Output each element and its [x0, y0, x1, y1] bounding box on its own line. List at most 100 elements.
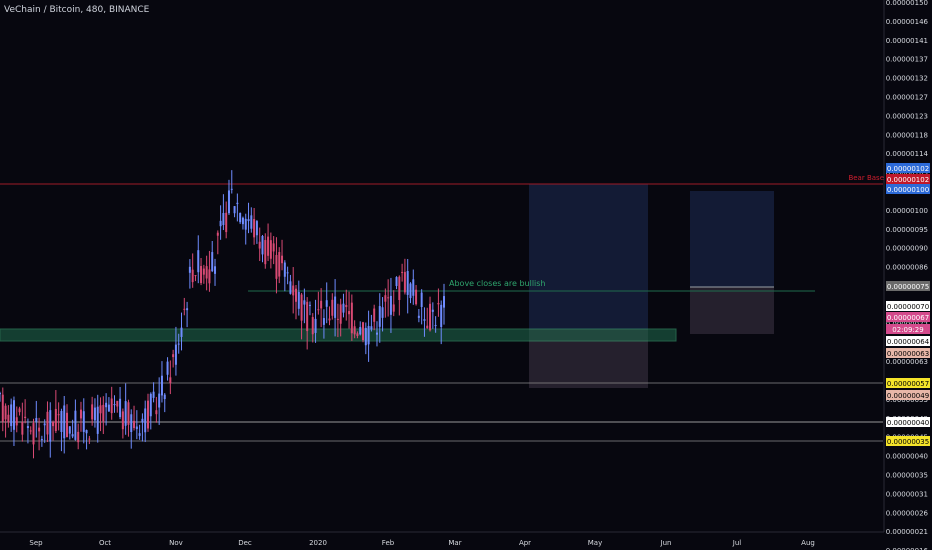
price-label-bg — [886, 174, 930, 184]
price-label: 0.00000102 — [887, 176, 929, 184]
y-tick-label: 0.00000086 — [886, 264, 929, 272]
candle-body — [43, 423, 46, 426]
bear-base-annotation: Bear Base — [848, 174, 884, 182]
candle-body — [356, 333, 359, 336]
y-tick-label: 0.00000095 — [886, 226, 928, 234]
candle-body — [415, 289, 418, 305]
candle-body — [180, 327, 183, 337]
candle-body — [423, 319, 426, 321]
price-label: 0.00000100 — [887, 186, 929, 194]
candle-body — [110, 398, 113, 414]
bullish-annotation: Above closes are bullish — [449, 279, 546, 288]
candle-body — [278, 252, 281, 277]
candle-body — [77, 431, 80, 443]
price-label: 0.00000064 — [887, 338, 930, 346]
candle-body — [88, 438, 91, 440]
candle-body — [286, 272, 289, 274]
candle-body — [350, 302, 353, 334]
candle-body — [93, 407, 96, 421]
y-tick-label: 0.00000141 — [886, 37, 928, 45]
candle-body — [295, 288, 297, 302]
candle-body — [74, 410, 77, 440]
candle-body — [147, 400, 149, 429]
candle-body — [194, 275, 197, 277]
candle-body — [281, 255, 284, 264]
candle-body — [412, 279, 415, 296]
candle-body — [52, 421, 55, 427]
price-label-bg — [886, 417, 930, 427]
x-tick-label: May — [588, 539, 602, 547]
y-tick-label: 0.00000031 — [886, 490, 928, 498]
price-label-bg — [886, 390, 930, 400]
candle-body — [420, 292, 423, 308]
candle-body — [29, 430, 32, 432]
price-label: 0.00000040 — [887, 419, 929, 427]
candle-body — [275, 254, 278, 279]
candle-body — [4, 405, 7, 420]
x-tick-label: Dec — [238, 539, 252, 547]
price-label-bg — [886, 436, 930, 446]
candle-body — [186, 308, 189, 311]
candle-body — [202, 268, 205, 275]
candle-body — [130, 414, 133, 433]
candle-body — [205, 266, 208, 279]
candle-body — [325, 300, 328, 307]
candle-body — [219, 220, 222, 227]
candle-body — [255, 221, 258, 236]
candle-body — [297, 291, 300, 309]
candle-body — [82, 411, 85, 432]
candle-body — [264, 240, 267, 265]
candle-body — [127, 402, 130, 425]
candle-body — [409, 283, 412, 299]
candle-body — [124, 401, 127, 426]
candle-body — [437, 302, 440, 305]
candle-body — [314, 318, 317, 333]
candle-body — [241, 217, 244, 225]
candle-body — [367, 326, 370, 345]
candle-body — [389, 295, 392, 315]
candle-body — [345, 304, 348, 308]
projection-box-profit — [529, 184, 648, 329]
candle-body — [96, 406, 99, 434]
candle-body — [306, 301, 309, 332]
candle-body — [230, 188, 233, 190]
candle-body — [91, 404, 94, 420]
price-label: 0.00000102 — [887, 165, 929, 173]
y-tick-label: 0.00000150 — [886, 0, 928, 7]
candle-body — [21, 422, 24, 435]
y-tick-label: 0.00000114 — [886, 150, 929, 158]
candle-body — [152, 391, 155, 398]
x-tick-label: Oct — [99, 539, 111, 547]
candle-body — [18, 408, 21, 413]
y-tick-label: 0.00000063 — [886, 358, 928, 366]
x-tick-label: Feb — [382, 539, 395, 547]
candle-body — [116, 400, 119, 407]
candle-body — [24, 416, 27, 418]
candle-body — [85, 430, 88, 434]
chart-title: VeChain / Bitcoin, 480, BINANCE — [4, 5, 150, 15]
candle-body — [155, 410, 158, 415]
candle-body — [384, 295, 387, 302]
candle-body — [68, 426, 71, 434]
candle-body — [183, 308, 186, 310]
price-label: 0.00000049 — [887, 392, 929, 400]
x-tick-label: Jul — [732, 539, 742, 547]
candle-body — [214, 266, 217, 274]
y-tick-label: 0.00000035 — [886, 472, 928, 480]
candle-body — [308, 304, 311, 306]
x-tick-label: Aug — [801, 539, 815, 547]
price-label-bg — [886, 281, 930, 291]
candle-body — [272, 243, 275, 252]
candle-body — [200, 266, 203, 284]
y-tick-label: 0.00000146 — [886, 18, 929, 26]
candle-body — [370, 326, 373, 330]
candle-body — [166, 361, 169, 375]
candle-body — [401, 271, 404, 273]
price-label-bg — [886, 301, 930, 311]
candle-body — [138, 433, 141, 436]
candle-body — [32, 423, 35, 445]
candle-body — [38, 427, 41, 432]
y-tick-label: 0.00000100 — [886, 207, 928, 215]
